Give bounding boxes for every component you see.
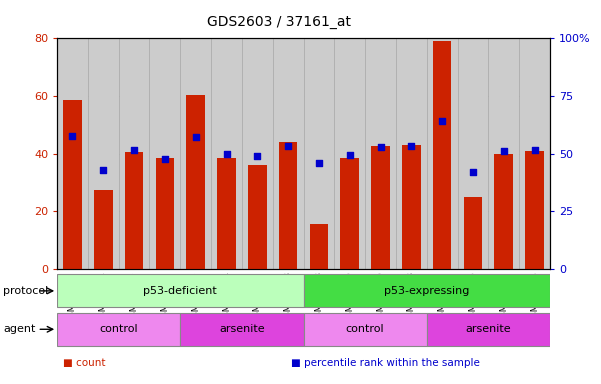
Point <box>376 144 385 150</box>
Point <box>345 152 355 158</box>
Text: GSM169470: GSM169470 <box>376 271 385 322</box>
Bar <box>464 197 482 269</box>
Point <box>129 147 139 153</box>
Text: GSM169493: GSM169493 <box>68 271 77 322</box>
Point <box>406 142 416 149</box>
Bar <box>495 154 513 269</box>
Bar <box>489 38 519 269</box>
Text: GSM169469: GSM169469 <box>345 271 354 322</box>
Bar <box>211 38 242 269</box>
Bar <box>371 146 390 269</box>
Point <box>99 167 108 173</box>
Text: control: control <box>346 324 385 334</box>
Text: control: control <box>99 324 138 334</box>
Bar <box>273 38 304 269</box>
Bar <box>125 152 144 269</box>
Point <box>529 147 539 153</box>
Text: GSM169900: GSM169900 <box>130 271 139 322</box>
Point <box>283 142 293 149</box>
Bar <box>248 165 267 269</box>
Text: GSM170257: GSM170257 <box>499 271 508 322</box>
Point <box>314 160 324 166</box>
Bar <box>180 313 304 346</box>
Bar <box>304 313 427 346</box>
Bar <box>433 41 451 269</box>
Bar <box>402 145 421 269</box>
Text: arsenite: arsenite <box>219 324 264 334</box>
Point <box>499 148 508 154</box>
Text: ■ count: ■ count <box>63 358 106 368</box>
Point <box>252 153 262 159</box>
Text: ■ percentile rank within the sample: ■ percentile rank within the sample <box>291 358 480 368</box>
Bar <box>457 38 489 269</box>
Text: GSM170255: GSM170255 <box>438 271 447 322</box>
Text: GDS2603 / 37161_at: GDS2603 / 37161_at <box>207 15 351 29</box>
Text: GSM170256: GSM170256 <box>468 271 477 322</box>
Text: protocol: protocol <box>3 286 48 296</box>
Bar <box>242 38 273 269</box>
Bar <box>310 224 328 269</box>
Text: GSM170598: GSM170598 <box>530 271 539 322</box>
Bar <box>304 275 550 307</box>
Text: GSM170599: GSM170599 <box>191 271 200 322</box>
Bar <box>365 38 396 269</box>
Text: GSM169468: GSM169468 <box>314 271 323 322</box>
Bar <box>88 38 119 269</box>
Bar <box>156 158 174 269</box>
Text: GSM169478: GSM169478 <box>407 271 416 322</box>
Bar <box>396 38 427 269</box>
Bar <box>63 100 82 269</box>
Text: p53-deficient: p53-deficient <box>144 286 217 296</box>
Text: GSM170812: GSM170812 <box>253 271 262 322</box>
Point <box>68 133 78 139</box>
Text: p53-expressing: p53-expressing <box>384 286 469 296</box>
Bar <box>279 142 297 269</box>
Bar <box>180 38 211 269</box>
Bar <box>334 38 365 269</box>
Bar <box>150 38 180 269</box>
Text: GSM170714: GSM170714 <box>222 271 231 322</box>
Text: arsenite: arsenite <box>466 324 511 334</box>
Bar <box>186 94 205 269</box>
Bar <box>427 38 457 269</box>
Bar <box>340 158 359 269</box>
Bar <box>57 313 180 346</box>
Text: GSM170247: GSM170247 <box>160 271 169 322</box>
Bar <box>57 275 304 307</box>
Point <box>438 118 447 124</box>
Point <box>160 156 169 162</box>
Bar <box>57 38 88 269</box>
Bar <box>304 38 334 269</box>
Point <box>191 134 201 141</box>
Text: GSM170828: GSM170828 <box>284 271 293 322</box>
Bar <box>427 313 550 346</box>
Point <box>468 169 478 175</box>
Bar <box>525 151 544 269</box>
Bar <box>119 38 150 269</box>
Bar <box>218 158 236 269</box>
Point <box>222 151 231 157</box>
Bar <box>519 38 550 269</box>
Text: GSM169494: GSM169494 <box>99 271 108 322</box>
Bar <box>94 190 112 269</box>
Text: agent: agent <box>3 324 35 334</box>
